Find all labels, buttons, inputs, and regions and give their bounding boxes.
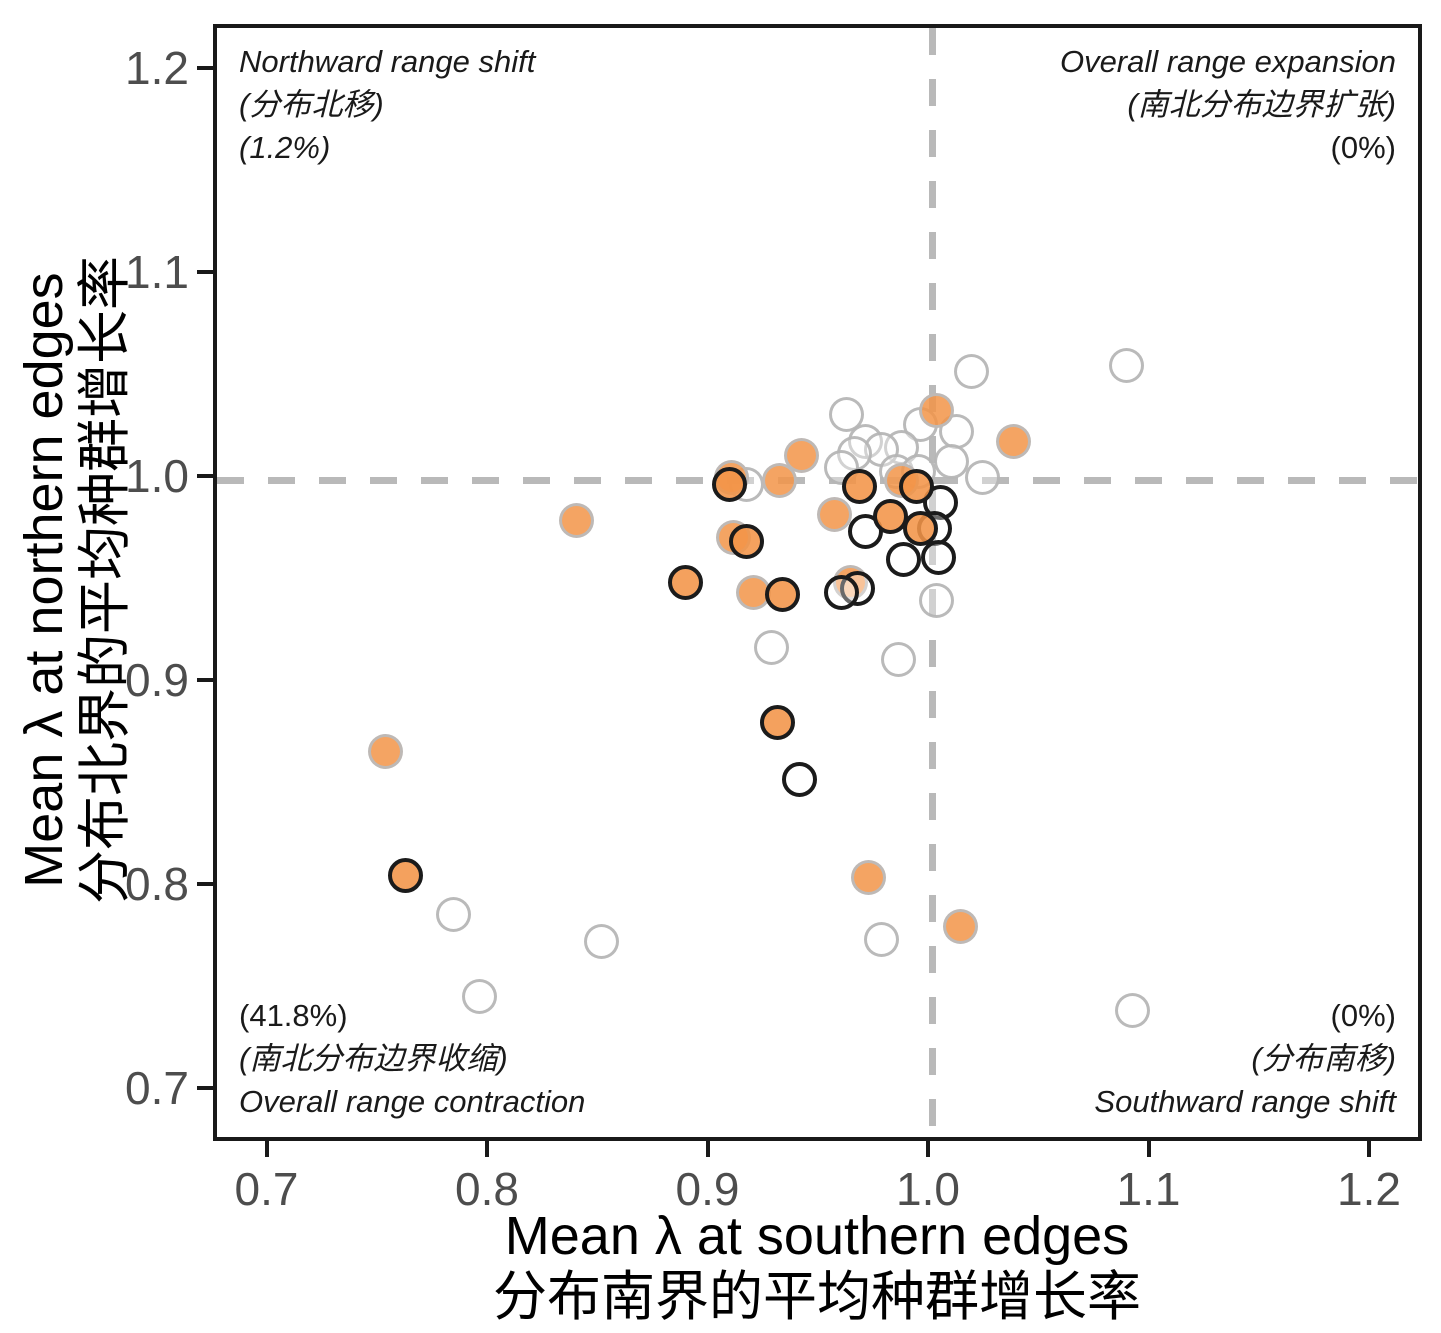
quadrant-text-line: (分布南移): [1251, 1041, 1396, 1076]
data-point-orange_gray_edge: [367, 733, 403, 769]
quadrant-text-line: (1.2%): [239, 130, 331, 165]
x-tick-mark: [485, 1141, 489, 1157]
x-tick-label: 0.7: [234, 1163, 299, 1215]
x-tick-label: 1.2: [1337, 1163, 1401, 1215]
x-tick-label: 0.9: [675, 1163, 740, 1215]
x-tick-mark: [926, 1141, 930, 1157]
data-point-orange_black_edge: [667, 564, 703, 600]
data-point-orange_gray_edge: [996, 423, 1032, 459]
x-tick-label: 1.1: [1116, 1163, 1181, 1215]
data-point-white_gray_edge: [934, 444, 970, 480]
y-axis-title-en: Mean λ at northern edges: [14, 272, 74, 888]
quadrant-text-line: Northward range shift: [239, 44, 536, 79]
data-point-orange_black_edge: [387, 858, 423, 894]
data-point-orange_gray_edge: [762, 462, 798, 498]
y-tick-mark: [197, 882, 213, 886]
data-point-white_gray_edge: [753, 629, 789, 665]
quadrant-text-line: (南北分布边界收缩): [239, 1041, 508, 1076]
y-tick-mark: [197, 1086, 213, 1090]
plot-panel: Northward range shift (分布北移) (1.2%) Overal…: [213, 24, 1422, 1141]
y-tick-label: 0.9: [125, 654, 189, 706]
data-point-white_gray_edge: [863, 921, 899, 957]
data-point-white_gray_edge: [436, 897, 471, 933]
data-point-white_black_edge: [921, 540, 957, 576]
data-point-white_gray_edge: [1115, 992, 1151, 1028]
data-point-white_black_edge: [782, 762, 818, 798]
data-point-orange_black_edge: [872, 499, 908, 535]
x-tick-mark: [1367, 1141, 1371, 1157]
data-point-orange_black_edge: [760, 705, 796, 741]
y-tick-mark: [197, 66, 213, 70]
data-point-orange_gray_edge: [918, 393, 954, 429]
x-axis-title: Mean λ at southern edges 分布南界的平均种群增长率: [493, 1206, 1141, 1328]
horizontal-reference-line: [217, 476, 1418, 484]
x-axis-title-en: Mean λ at southern edges: [504, 1206, 1130, 1266]
y-tick-label: 0.7: [125, 1062, 189, 1114]
x-tick-mark: [1146, 1141, 1151, 1157]
data-point-white_gray_edge: [583, 923, 619, 959]
data-point-white_black_edge: [885, 542, 921, 578]
x-axis-title-zh: 分布南界的平均种群增长率: [493, 1267, 1141, 1327]
quadrant-text-line: (南北分布边界扩张): [1127, 87, 1396, 122]
quadrant-text-line: (0%): [1330, 998, 1396, 1033]
data-point-orange_gray_edge: [943, 909, 979, 945]
data-point-white_gray_edge: [965, 460, 1001, 496]
data-point-orange_black_edge: [903, 511, 939, 547]
quadrant-text-line: (41.8%): [239, 998, 348, 1033]
vertical-reference-line: [928, 28, 936, 1137]
quadrant-text-line: Overall range expansion: [1059, 44, 1396, 79]
quadrant-text-line: Overall range contraction: [239, 1084, 586, 1119]
data-point-orange_black_edge: [711, 466, 747, 502]
y-tick-label: 1.0: [125, 450, 189, 502]
x-tick-label: 1.0: [896, 1163, 960, 1215]
y-axis-title-zh: 分布北界的平均种群增长率: [75, 256, 135, 904]
data-point-white_gray_edge: [918, 582, 954, 618]
data-point-white_gray_edge: [954, 354, 990, 390]
quadrant-text-line: (0%): [1330, 130, 1396, 165]
y-tick-mark: [197, 270, 213, 274]
y-tick-label: 1.1: [125, 246, 189, 298]
quadrant-label-range-contraction: (41.8%) (南北分布边界收缩) Overall range contracti…: [239, 994, 585, 1123]
x-tick-mark: [705, 1141, 710, 1157]
data-point-orange_gray_edge: [559, 503, 595, 539]
data-point-white_gray_edge: [1108, 348, 1144, 384]
quadrant-text-line: (分布北移): [239, 87, 384, 122]
data-point-orange_black_edge: [764, 576, 800, 612]
data-point-orange_black_edge: [729, 523, 765, 559]
x-tick-mark: [264, 1141, 269, 1157]
quadrant-label-range-expansion: Overall range expansion (南北分布边界扩张) (0%): [1060, 40, 1396, 169]
y-tick-label: 0.8: [125, 858, 189, 910]
quadrant-label-northward-shift: Northward range shift (分布北移) (1.2%): [239, 40, 535, 169]
data-point-orange_black_edge: [841, 468, 877, 504]
y-tick-mark: [197, 678, 213, 682]
data-point-orange_black_edge: [899, 468, 935, 504]
quadrant-label-southward-shift: (0%) (分布南移) Southward range shift: [1094, 994, 1396, 1123]
x-tick-label: 0.8: [455, 1163, 519, 1215]
data-point-orange_gray_edge: [817, 497, 853, 533]
y-axis-title: Mean λ at northern edges 分布北界的平均种群增长率: [14, 256, 136, 904]
y-tick-mark: [197, 474, 213, 478]
y-tick-label: 1.2: [125, 42, 189, 94]
quadrant-text-line: Southward range shift: [1094, 1084, 1396, 1119]
data-point-white_black_edge: [824, 574, 860, 610]
data-point-white_gray_edge: [881, 642, 917, 678]
data-point-white_gray_edge: [462, 978, 498, 1014]
data-point-orange_gray_edge: [850, 860, 886, 896]
